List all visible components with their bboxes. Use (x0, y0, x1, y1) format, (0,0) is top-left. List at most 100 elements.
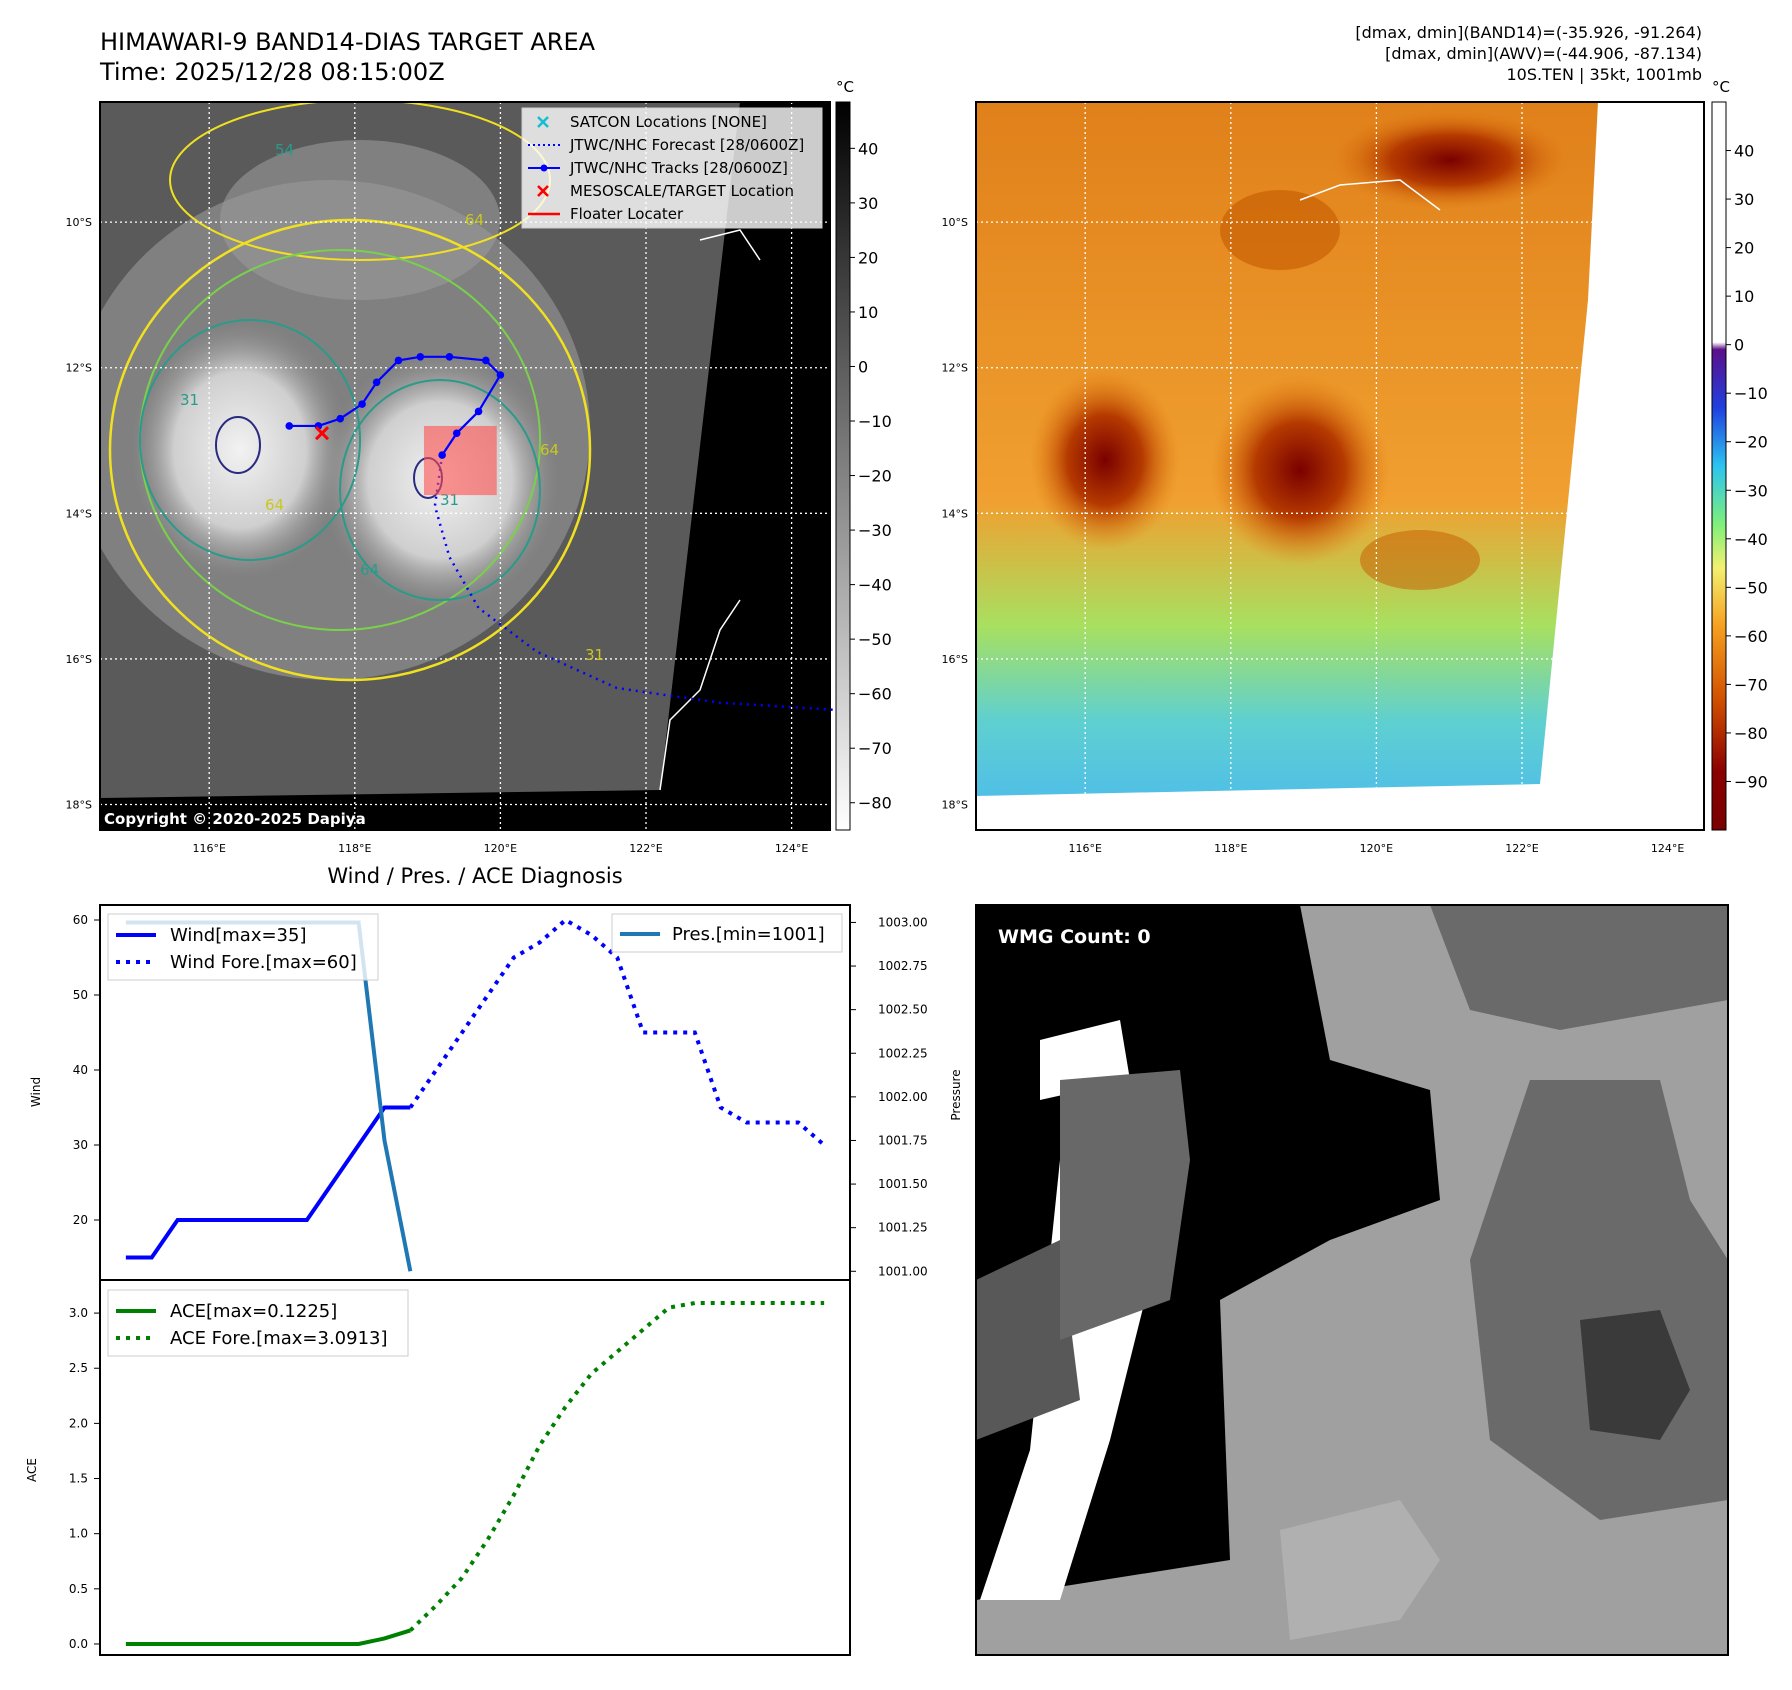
copyright: Copyright © 2020-2025 Dapiya (104, 810, 366, 828)
copyright-box (100, 808, 410, 830)
wind-pressure-chart: 20 30 40 50 60 1001.00 1001.25 1001.50 1001.75 10… (29, 904, 963, 1281)
pressure-y-tick: 1001.50 (878, 1177, 928, 1191)
awv-map-panel: 10°S 12°S 14°S 16°S 18°S 116°E 118°E 120°E 122°… (942, 101, 1705, 855)
awv-colorbar-unit: °C (1712, 78, 1730, 96)
lat-tick-label: 16°S (942, 653, 968, 666)
track-point (438, 451, 446, 459)
legend-label: MESOSCALE/TARGET Location (570, 182, 794, 200)
series-line (125, 1105, 411, 1260)
contour-label: 64 (465, 211, 484, 229)
legend-entry-line-dot: JTWC/NHC Tracks [28/0600Z] (528, 159, 788, 177)
pressure-y-tick: 1002.25 (878, 1046, 928, 1060)
contour-dark (215, 416, 261, 474)
series-line (125, 1628, 411, 1646)
awv-colorbar-tick: −60 (1734, 627, 1768, 646)
ir-colorbar-tick: −10 (858, 412, 892, 431)
wind-legend-label: Wind[max=35] (170, 925, 307, 946)
ir-colorbar-tick: −40 (858, 576, 892, 595)
legend-entry-dotted-line: JTWC/NHC Forecast [28/0600Z] (528, 136, 804, 154)
figure-title: HIMAWARI-9 BAND14-DIAS TARGET AREA (100, 28, 596, 56)
lat-tick-label: 18°S (66, 799, 92, 812)
map-legend-box (521, 107, 823, 229)
wind-y-tick: 40 (73, 1063, 88, 1077)
pressure-y-tick: 1001.00 (878, 1264, 928, 1278)
pressure-y-tick: 1003.00 (878, 915, 928, 929)
pressure-y-tick: 1002.75 (878, 959, 928, 973)
awv-colorbar-tick: −20 (1734, 433, 1768, 452)
contour-label: 31 (585, 646, 604, 664)
lon-tick-label: 118°E (1214, 842, 1247, 855)
lat-tick-label: 10°S (942, 216, 968, 229)
ir-colorbar-tick: 0 (858, 357, 868, 376)
ir-colorbar-tick: −60 (858, 685, 892, 704)
awv-colorbar-tick: −30 (1734, 481, 1768, 500)
ace-axis-label: ACE (25, 1458, 39, 1482)
track-point (336, 414, 345, 423)
legend-label: SATCON Locations [NONE] (570, 113, 767, 131)
ace-legend-box (107, 1289, 409, 1357)
track-point (285, 422, 294, 430)
contour-label: 31 (440, 491, 459, 509)
ir-colorbar-tick: 10 (858, 303, 878, 322)
lat-tick-label: 18°S (942, 799, 968, 812)
awv-colorbar-tick: −10 (1734, 384, 1768, 403)
lon-tick-label: 116°E (192, 842, 225, 855)
info-awv: [dmax, dmin](AWV)=(-44.906, -87.134) (1385, 44, 1702, 63)
legend-entry-solid-line: Floater Locater (528, 205, 684, 223)
series-line (408, 917, 826, 1147)
track-point (445, 353, 454, 361)
ace-y-tick: 2.5 (69, 1361, 88, 1375)
ir-colorbar-tick: −80 (858, 794, 892, 813)
ir-colorbar-tick: −70 (858, 739, 892, 758)
wind-legend-label: Wind Fore.[max=60] (170, 952, 357, 973)
contour-label: 54 (275, 141, 294, 159)
ace-legend-label: ACE[max=0.1225] (170, 1301, 337, 1322)
ace-chart: 0.0 0.5 1.0 1.5 2.0 2.5 3.0 ACE ACE[max=0.1225]… (25, 1279, 851, 1656)
awv-colorbar-tick: −40 (1734, 530, 1768, 549)
legend-label: JTWC/NHC Forecast [28/0600Z] (569, 136, 804, 154)
info-storm: 10S.TEN | 35kt, 1001mb (1506, 65, 1702, 84)
awv-dry-core-center (1210, 375, 1390, 565)
track-point (394, 356, 403, 365)
awv-colorbar-tick: −50 (1734, 578, 1768, 597)
coastline (659, 599, 741, 791)
track-point (452, 429, 461, 438)
pressure-legend-label: Pres.[min=1001] (672, 924, 825, 945)
ir-colorbar-tick: 30 (858, 194, 878, 213)
lat-tick-label: 12°S (66, 362, 92, 375)
awv-colorbar-tick: 40 (1734, 142, 1754, 161)
ir-colorbar-unit: °C (836, 78, 854, 96)
ir-colorbar: °C 40 30 20 10 0 −10 −20 −30 −40 −50 −60 −70 −80 (835, 78, 892, 831)
awv-colorbar-tick: 30 (1734, 190, 1754, 209)
ir-colorbar-tick: 20 (858, 248, 878, 267)
ace-y-tick: 1.5 (69, 1472, 88, 1486)
wmg-dark-gray-region (976, 1240, 1080, 1440)
awv-colorbar: °C 40 30 20 10 0 −10 −20 −30 −40 −50 −60 −70 −80 −90 (1711, 78, 1768, 831)
pressure-y-tick: 1001.25 (878, 1221, 928, 1235)
wind-legend-box (107, 913, 379, 981)
figure-time: Time: 2025/12/28 08:15:00Z (99, 58, 445, 86)
awv-colorbar-tick: −80 (1734, 724, 1768, 743)
lon-tick-label: 120°E (1360, 842, 1393, 855)
pressure-axis-label: Pressure (949, 1069, 963, 1120)
info-band14: [dmax, dmin](BAND14)=(-35.926, -91.264) (1355, 23, 1702, 42)
contour-label: 31 (180, 391, 199, 409)
track-point (496, 371, 505, 379)
floater-box (423, 425, 497, 496)
lat-tick-label: 10°S (66, 216, 92, 229)
diagnosis-title: Wind / Pres. / ACE Diagnosis (327, 864, 622, 888)
track-point (474, 407, 483, 416)
wmg-label-box (988, 918, 1168, 952)
track-point (358, 400, 366, 408)
lat-tick-label: 16°S (66, 653, 92, 666)
wind-y-tick: 30 (73, 1138, 88, 1152)
awv-colorbar-tick: −70 (1734, 675, 1768, 694)
ir-colorbar-tick: −30 (858, 521, 892, 540)
lon-tick-label: 124°E (1651, 842, 1684, 855)
contour-label: 64 (360, 561, 379, 579)
contour-label: 64 (540, 441, 559, 459)
lon-tick-label: 124°E (775, 842, 808, 855)
wind-y-tick: 50 (73, 988, 88, 1002)
ace-y-tick: 3.0 (69, 1306, 88, 1320)
